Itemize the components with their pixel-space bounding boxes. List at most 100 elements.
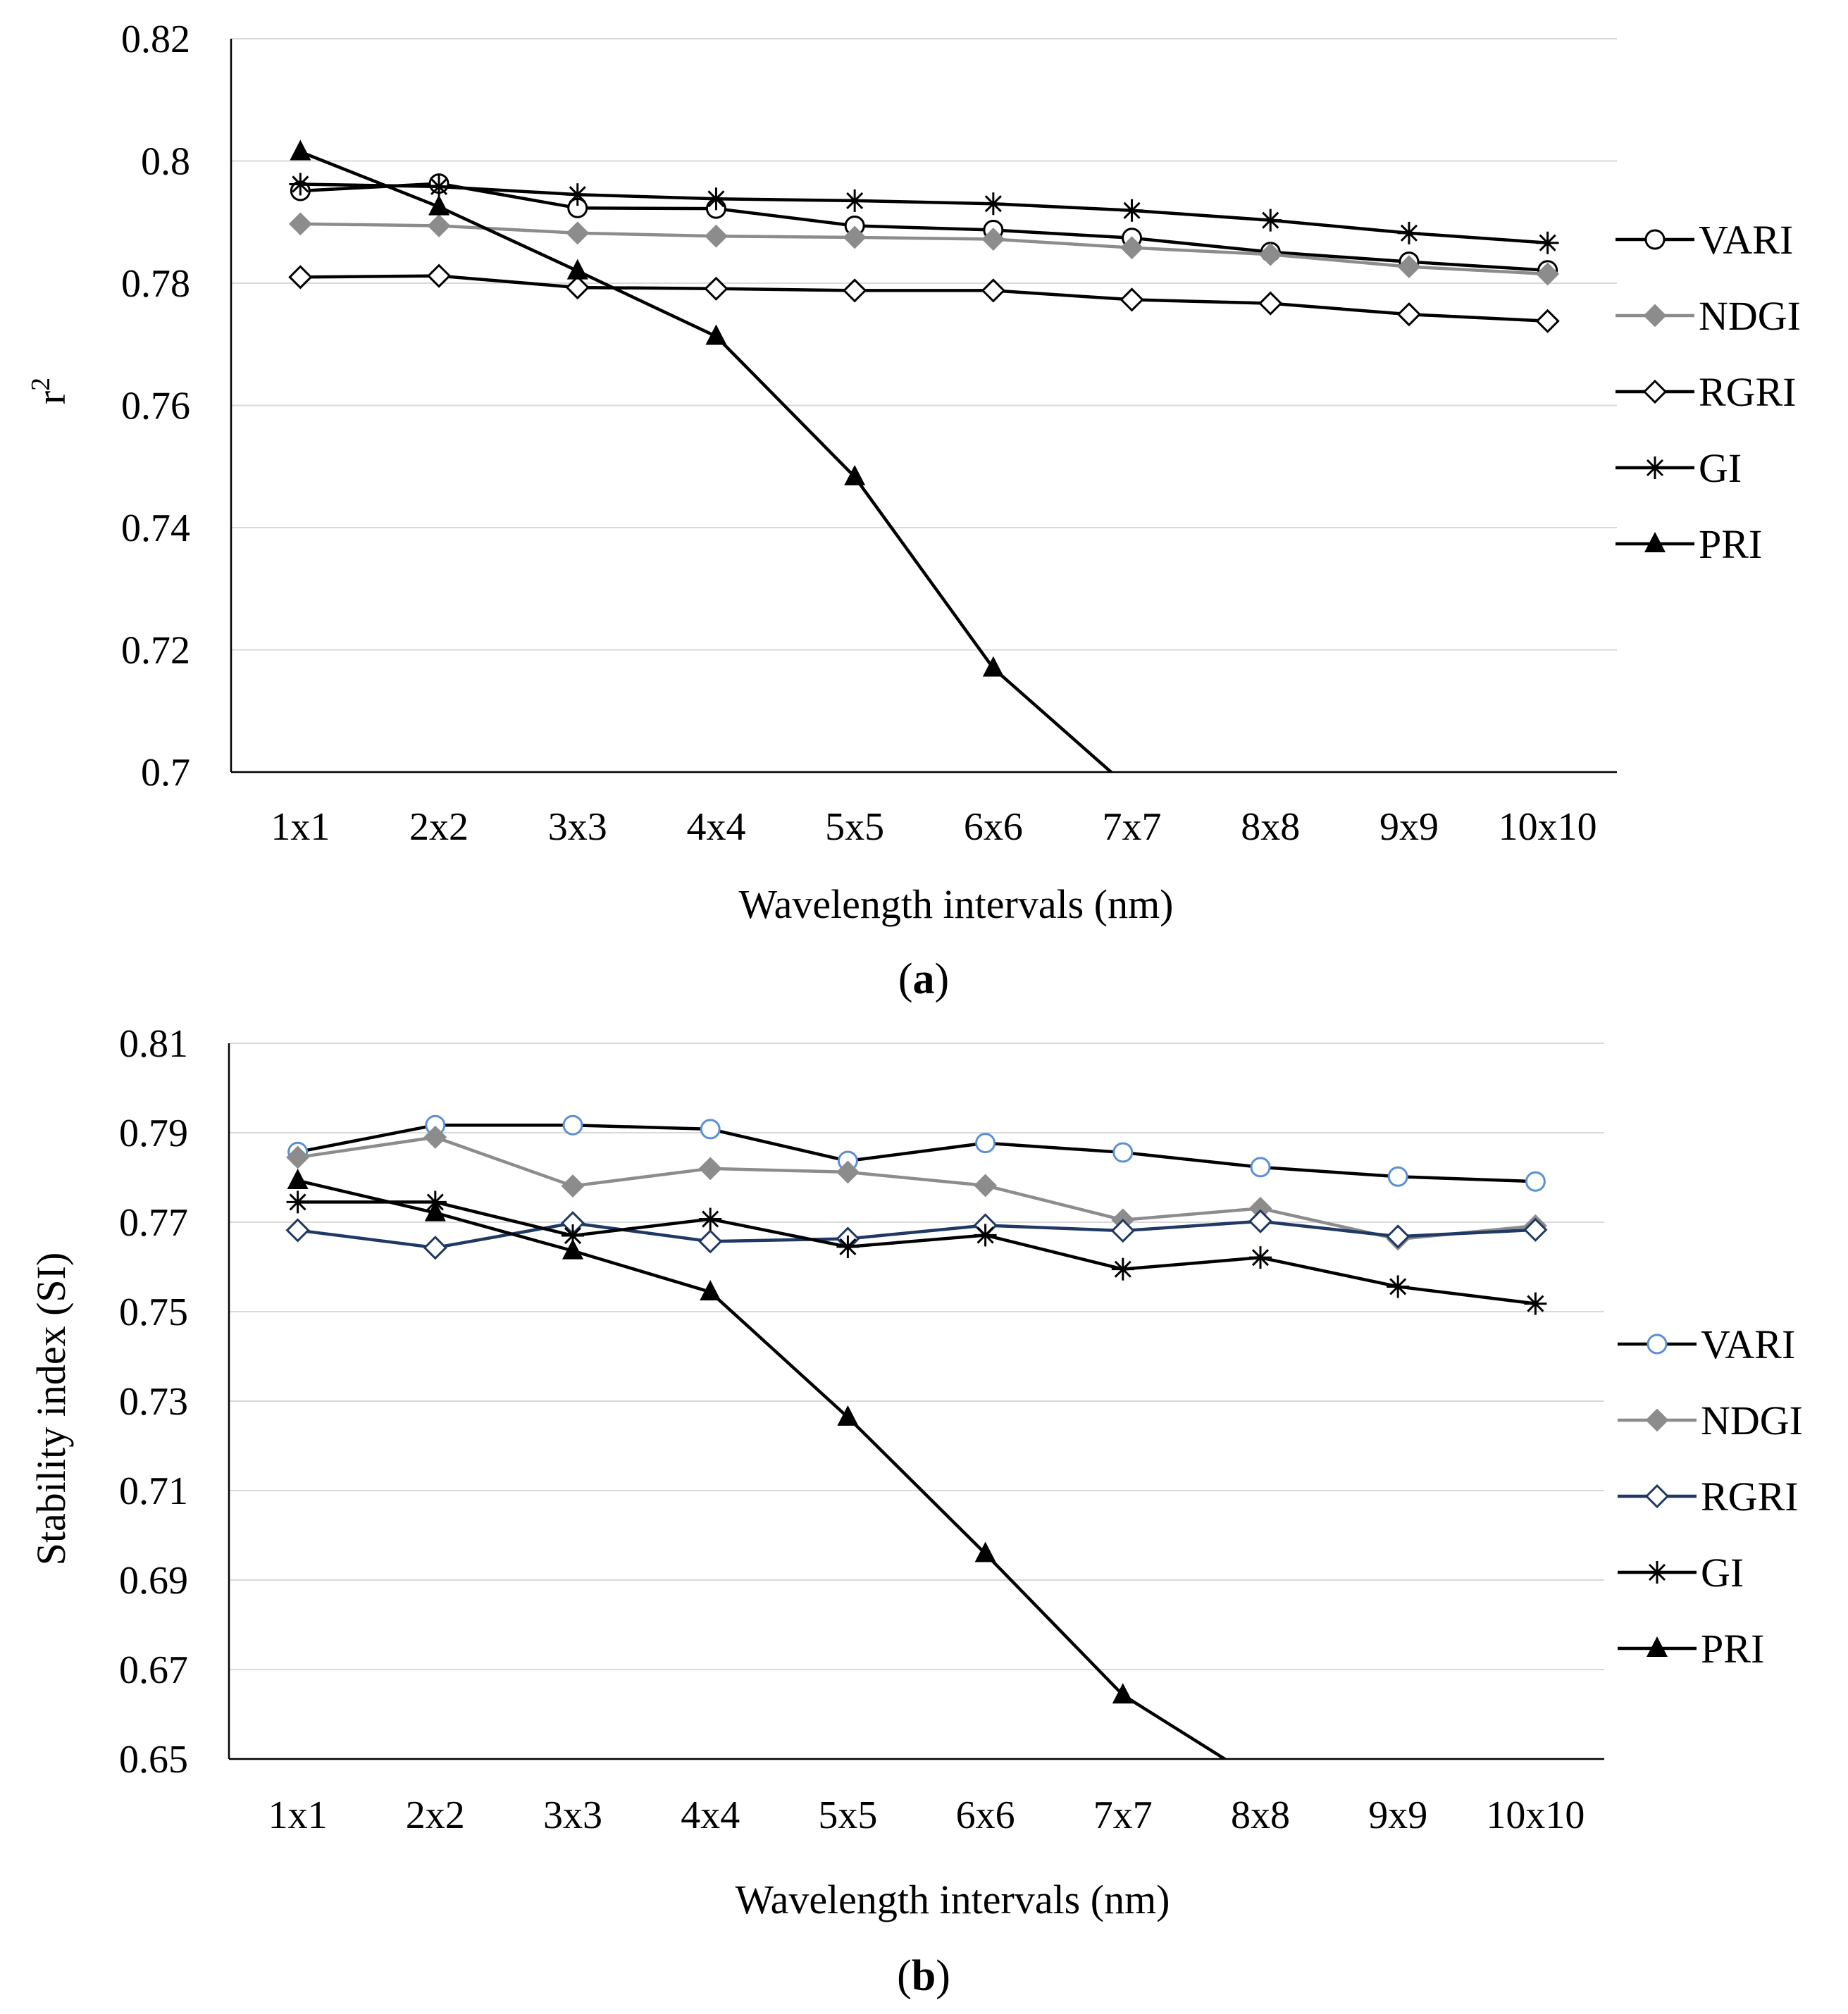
legend-item-vari: VARI bbox=[1616, 217, 1793, 263]
y-tick-labels: 0.82 0.8 0.78 0.76 0.74 0.72 0.7 bbox=[121, 18, 190, 795]
data-point bbox=[698, 1157, 722, 1181]
x-tick-label: 2x2 bbox=[406, 1794, 465, 1837]
legend-item-ndgi: NDGI bbox=[1618, 1398, 1803, 1443]
chart-panel-b: 0.81 0.79 0.77 0.75 0.73 0.71 0.69 0.67 0.65 1x1… bbox=[28, 1022, 1803, 2000]
series-rgri bbox=[285, 1209, 1548, 1260]
data-point bbox=[286, 1145, 310, 1169]
x-tick-label: 8x8 bbox=[1231, 1794, 1290, 1837]
data-point bbox=[566, 183, 589, 206]
data-point bbox=[1642, 379, 1668, 404]
y-tick-label: 0.82 bbox=[121, 18, 190, 61]
data-point bbox=[286, 1191, 309, 1214]
y-tick-label: 0.67 bbox=[119, 1648, 188, 1692]
x-axis-title: Wavelength intervals (nm) bbox=[738, 881, 1173, 927]
x-tick-label: 5x5 bbox=[825, 805, 884, 849]
data-point bbox=[981, 228, 1005, 251]
y-axis-title-base: r bbox=[28, 391, 74, 404]
data-point bbox=[289, 173, 312, 196]
data-point bbox=[1644, 532, 1666, 552]
data-point bbox=[705, 224, 728, 248]
x-tick-label: 6x6 bbox=[956, 1794, 1015, 1837]
data-point bbox=[1536, 231, 1559, 254]
data-point bbox=[1524, 1292, 1547, 1315]
x-tick-label: 10x10 bbox=[1499, 805, 1597, 849]
series-ndgi bbox=[288, 212, 1560, 286]
legend: VARI NDGI RGRI GI PRI bbox=[1616, 217, 1801, 567]
series-rgri bbox=[288, 263, 1560, 333]
x-tick-label: 7x7 bbox=[1103, 805, 1162, 849]
x-tick-label: 5x5 bbox=[818, 1794, 877, 1837]
x-tick-label: 2x2 bbox=[409, 805, 469, 849]
data-point bbox=[836, 1235, 860, 1258]
panel-caption-a: (a) bbox=[898, 955, 949, 1003]
data-point bbox=[698, 1229, 723, 1254]
y-tick-label: 0.74 bbox=[121, 506, 190, 550]
legend-item-gi: GI bbox=[1618, 1550, 1744, 1596]
x-axis-title: Wavelength intervals (nm) bbox=[735, 1877, 1170, 1922]
legend-label: RGRI bbox=[1701, 1474, 1799, 1519]
data-point bbox=[1120, 199, 1143, 222]
y-tick-label: 0.75 bbox=[119, 1291, 188, 1334]
data-point bbox=[427, 214, 451, 237]
y-tick-label: 0.65 bbox=[119, 1738, 188, 1782]
data-point bbox=[1258, 242, 1282, 266]
data-point bbox=[428, 175, 451, 198]
data-point bbox=[1646, 1561, 1668, 1584]
data-point bbox=[1250, 1157, 1271, 1178]
data-point bbox=[1258, 291, 1283, 316]
legend-label: GI bbox=[1699, 445, 1742, 491]
x-tick-label: 7x7 bbox=[1093, 1794, 1153, 1837]
data-point bbox=[1111, 1257, 1134, 1281]
series-line bbox=[300, 274, 1548, 323]
y-tick-label: 0.81 bbox=[119, 1022, 188, 1066]
data-point bbox=[844, 464, 866, 485]
data-point bbox=[700, 1119, 721, 1140]
data-point bbox=[699, 1207, 722, 1231]
y-tick-label: 0.69 bbox=[119, 1559, 188, 1603]
legend-label: RGRI bbox=[1699, 369, 1797, 415]
caption-close-paren: ) bbox=[936, 1952, 950, 2000]
data-point bbox=[1397, 221, 1420, 244]
data-point bbox=[566, 259, 588, 280]
data-point bbox=[562, 1238, 583, 1260]
y-tick-label: 0.72 bbox=[121, 629, 190, 673]
series-pri bbox=[287, 1168, 1228, 1759]
data-point bbox=[837, 1405, 859, 1426]
y-tick-label: 0.77 bbox=[119, 1201, 188, 1245]
legend-label: NDGI bbox=[1699, 293, 1801, 339]
y-axis-title-superscript: 2 bbox=[26, 378, 56, 391]
x-tick-label: 4x4 bbox=[686, 805, 745, 849]
data-point bbox=[1525, 1171, 1546, 1192]
data-point bbox=[1386, 1224, 1410, 1249]
y-tick-label: 0.73 bbox=[119, 1380, 188, 1424]
x-tick-label: 3x3 bbox=[548, 805, 607, 849]
chart-panel-a: 0.82 0.8 0.78 0.76 0.74 0.72 0.7 1x1 2x2 3x3 4x4 5… bbox=[26, 18, 1801, 1003]
data-point bbox=[561, 1174, 585, 1198]
data-point bbox=[424, 1200, 446, 1222]
data-point bbox=[981, 278, 1005, 303]
series-layer bbox=[285, 1114, 1548, 1759]
data-point bbox=[285, 1218, 310, 1243]
data-point bbox=[843, 225, 867, 249]
x-tick-label: 8x8 bbox=[1241, 805, 1300, 849]
data-point bbox=[1645, 1408, 1669, 1432]
data-point bbox=[426, 263, 452, 288]
data-point bbox=[1387, 1275, 1410, 1298]
data-point bbox=[428, 194, 450, 216]
y-tick-label: 0.71 bbox=[119, 1469, 188, 1513]
data-point bbox=[1397, 255, 1421, 278]
series-ndgi bbox=[286, 1125, 1547, 1251]
data-point bbox=[1259, 209, 1282, 232]
caption-open-paren: ( bbox=[897, 1952, 912, 2000]
data-point bbox=[1396, 302, 1422, 327]
data-point bbox=[1523, 1217, 1548, 1242]
y-tick-label: 0.78 bbox=[121, 262, 190, 306]
data-point bbox=[1249, 1246, 1272, 1269]
series-line bbox=[300, 182, 1548, 273]
x-tick-label: 9x9 bbox=[1379, 805, 1439, 849]
series-line bbox=[297, 1219, 1536, 1250]
x-tick-label: 3x3 bbox=[543, 1794, 602, 1837]
data-point bbox=[1535, 309, 1560, 333]
data-point bbox=[836, 1160, 860, 1184]
